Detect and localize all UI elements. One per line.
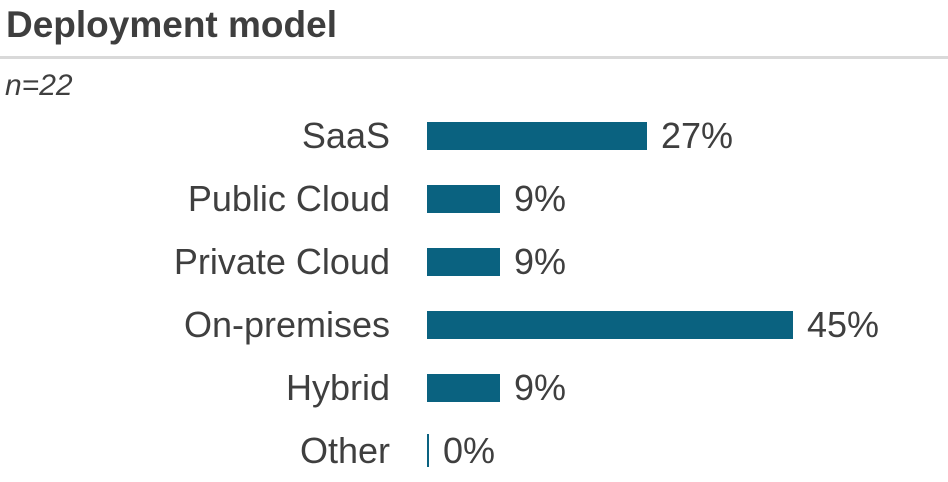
- bar-hybrid: [427, 373, 500, 402]
- bar-saas: [427, 121, 647, 150]
- chart-row-private-cloud: Private Cloud 9%: [0, 230, 948, 293]
- category-label: Hybrid: [285, 366, 390, 408]
- bar-on-premises: [427, 310, 793, 339]
- category-label: On-premises: [183, 303, 390, 345]
- chart-header: Deployment model: [0, 0, 948, 60]
- category-label: SaaS: [301, 114, 390, 156]
- value-label: 9%: [514, 366, 567, 408]
- value-label: 27%: [661, 114, 734, 156]
- value-label: 9%: [514, 240, 567, 282]
- value-label: 0%: [443, 429, 496, 471]
- bar-chart: SaaS 27% Public Cloud 9% Private Cloud 9…: [0, 104, 948, 482]
- category-label: Public Cloud: [187, 177, 390, 219]
- chart-row-hybrid: Hybrid 9%: [0, 356, 948, 419]
- bar-private-cloud: [427, 247, 500, 276]
- chart-row-other: Other 0%: [0, 419, 948, 482]
- category-label: Private Cloud: [173, 240, 390, 282]
- bar-public-cloud: [427, 184, 500, 213]
- chart-row-on-premises: On-premises 45%: [0, 293, 948, 356]
- bar-other: [427, 434, 429, 468]
- chart-row-saas: SaaS 27%: [0, 104, 948, 167]
- category-label: Other: [299, 429, 390, 471]
- value-label: 9%: [514, 177, 567, 219]
- chart-title: Deployment model: [6, 4, 337, 45]
- value-label: 45%: [807, 303, 880, 345]
- sample-size-label: n=22: [5, 69, 73, 103]
- chart-row-public-cloud: Public Cloud 9%: [0, 167, 948, 230]
